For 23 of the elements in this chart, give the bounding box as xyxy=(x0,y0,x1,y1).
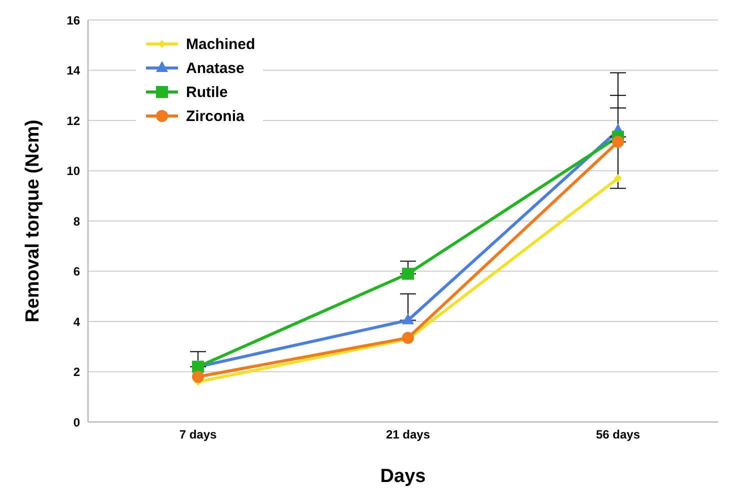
x-tick-label: 56 days xyxy=(596,428,640,442)
legend-label: Anatase xyxy=(186,60,244,76)
y-tick-label: 6 xyxy=(73,264,80,279)
y-tick-label: 2 xyxy=(73,365,80,380)
y-tick-label: 10 xyxy=(66,164,80,178)
y-axis-title: Removal torque (Ncm) xyxy=(22,120,44,322)
legend-label: Machined xyxy=(186,36,256,52)
y-tick-label: 14 xyxy=(66,64,80,78)
x-axis-title: Days xyxy=(380,466,426,487)
x-tick-label: 21 days xyxy=(386,428,430,442)
point xyxy=(612,136,624,148)
legend-label: Rutile xyxy=(186,84,228,100)
x-tick-label: 7 days xyxy=(179,428,218,442)
y-tick-label: 4 xyxy=(73,314,80,329)
point xyxy=(402,268,414,280)
y-tick-label: 16 xyxy=(66,13,80,28)
legend-label: Zirconia xyxy=(186,108,244,124)
y-tick-label: 8 xyxy=(73,214,80,228)
y-tick-label: 0 xyxy=(73,415,80,430)
point xyxy=(192,370,204,383)
y-tick-label: 12 xyxy=(66,114,80,128)
point xyxy=(614,174,622,182)
point xyxy=(402,332,414,344)
